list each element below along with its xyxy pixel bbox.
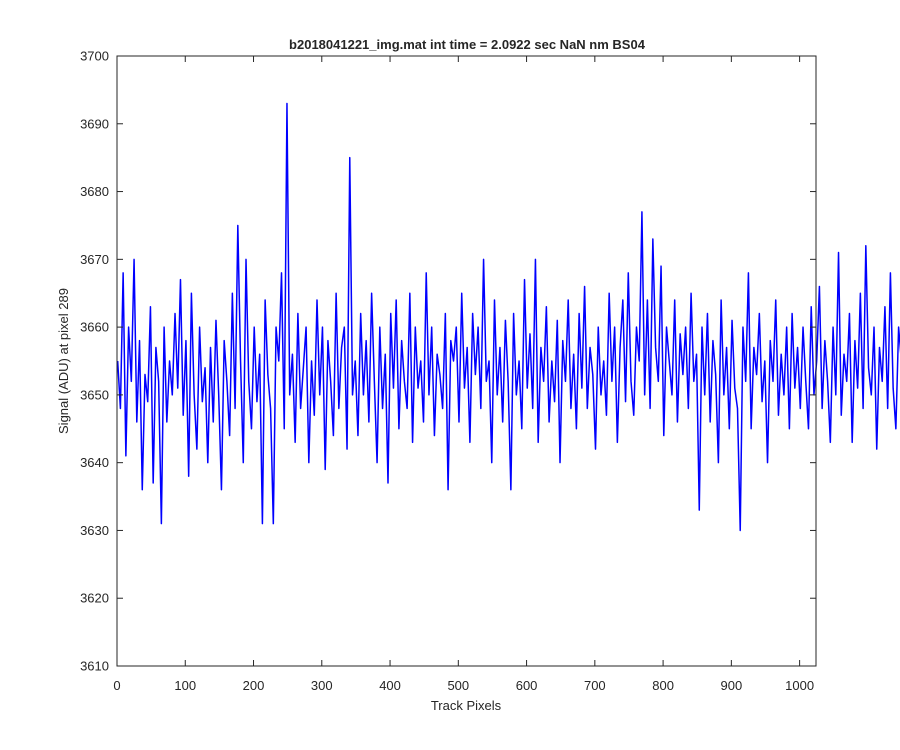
y-axis: 3610 3620 3630 3640 3650 3660 3670 3680 3690 3700: [80, 49, 816, 674]
y-tick-label: 3620: [80, 591, 109, 606]
x-tick-label: 800: [652, 678, 674, 693]
x-tick-label: 200: [243, 678, 265, 693]
y-tick-label: 3690: [80, 116, 109, 131]
x-tick-label: 500: [447, 678, 469, 693]
x-axis-label: Track Pixels: [431, 698, 502, 713]
chart-title: b2018041221_img.mat int time = 2.0922 se…: [289, 37, 646, 52]
y-tick-label: 3670: [80, 252, 109, 267]
x-tick-label: 600: [516, 678, 538, 693]
y-tick-label: 3650: [80, 387, 109, 402]
x-tick-label: 400: [379, 678, 401, 693]
x-tick-label: 700: [584, 678, 606, 693]
y-tick-label: 3680: [80, 184, 109, 199]
y-tick-label: 3640: [80, 455, 109, 470]
y-tick-label: 3660: [80, 320, 109, 335]
y-tick-label: 3610: [80, 659, 109, 674]
x-axis: 0 100 200 300 400 500 600 700 800 900 1000: [113, 56, 814, 693]
y-tick-label: 3700: [80, 49, 109, 64]
x-tick-label: 100: [174, 678, 196, 693]
series-line-0: [116, 102, 900, 532]
plot-box: [116, 55, 817, 667]
y-tick-label: 3630: [80, 523, 109, 538]
x-tick-label: 900: [721, 678, 743, 693]
x-tick-label: 1000: [785, 678, 814, 693]
x-tick-label: 0: [113, 678, 120, 693]
series-layer: [116, 102, 900, 532]
x-tick-label: 300: [311, 678, 333, 693]
y-axis-label: Signal (ADU) at pixel 289: [56, 288, 71, 434]
